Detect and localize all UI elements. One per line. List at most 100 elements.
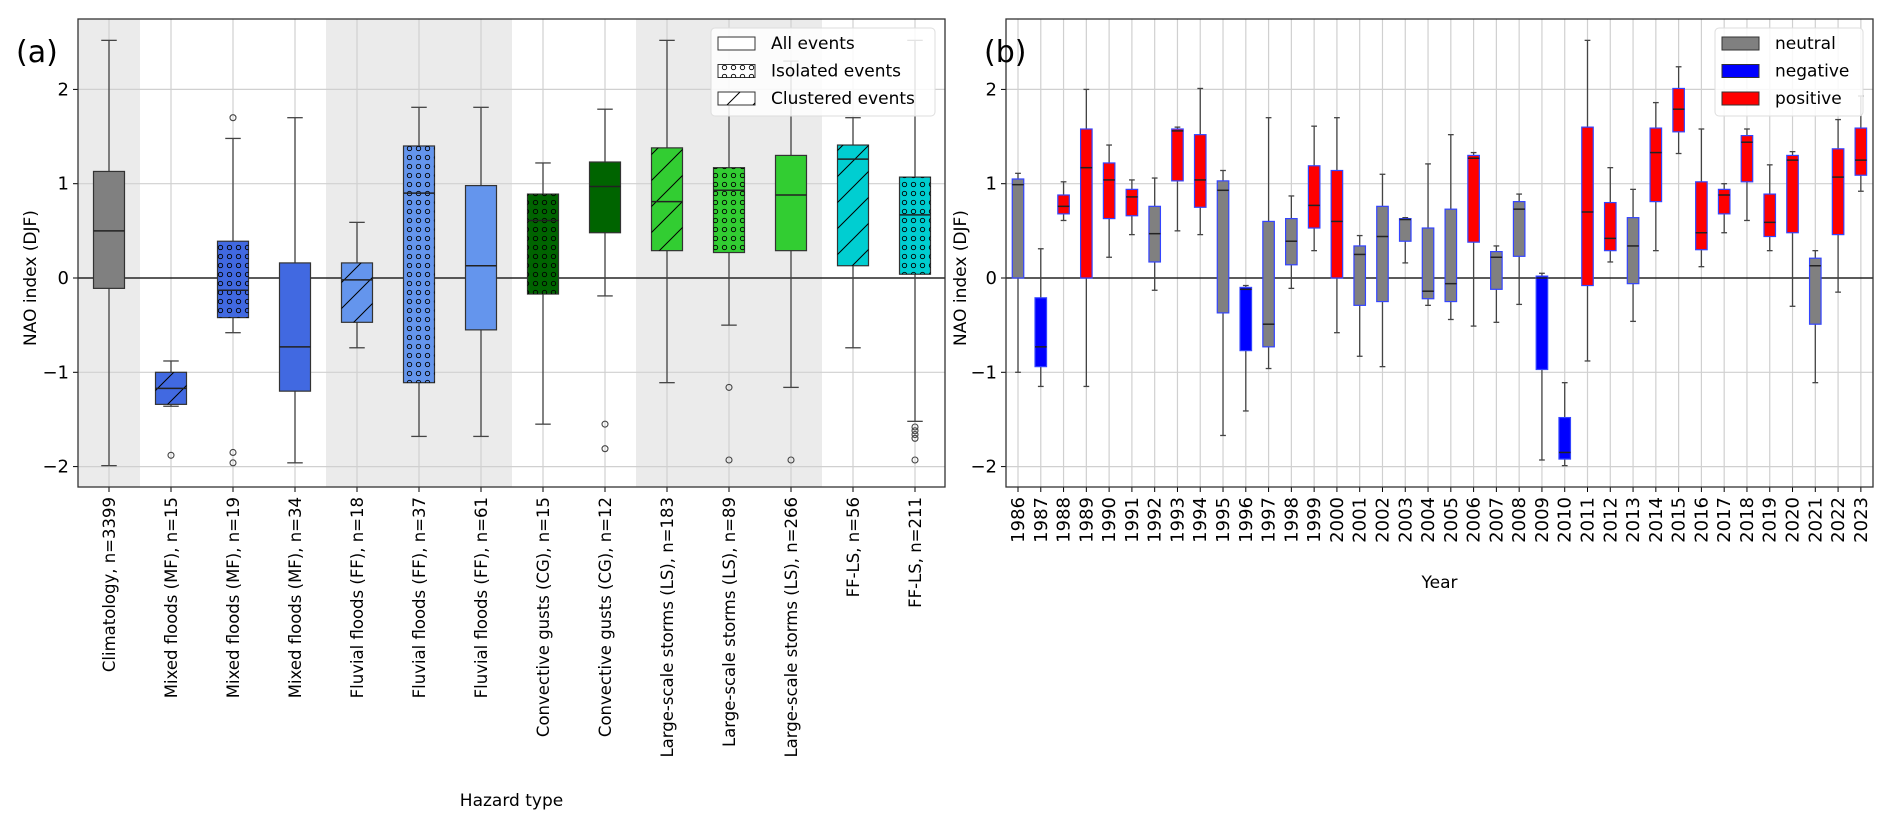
box-1996 [1239, 284, 1253, 412]
box-2014 [1649, 101, 1663, 252]
legend-swatch [1721, 64, 1760, 78]
box-2015 [1672, 66, 1685, 155]
outlier-point [725, 383, 733, 391]
box-hatch [899, 177, 931, 275]
x-tick-label: Large-scale storms (LS), n=89 [720, 497, 739, 747]
x-tick-label: 2014 [1646, 497, 1667, 543]
box-2000 [1330, 117, 1344, 334]
box-2016 [1695, 128, 1708, 268]
y-tick-label: 1 [986, 174, 997, 195]
box-hatch [341, 262, 373, 323]
x-tick-label: Climatology, n=3399 [100, 497, 119, 672]
x-tick-label: Large-scale storms (LS), n=183 [658, 497, 677, 758]
box-1998 [1285, 195, 1298, 290]
box-2021 [1808, 250, 1822, 384]
x-axis-label: Hazard type [460, 791, 563, 811]
box-hatch [651, 147, 683, 251]
y-tick-label: 2 [58, 79, 69, 100]
box-1997 [1262, 117, 1275, 370]
box-fluvial-floods-ff-n-37 [402, 106, 436, 438]
legend-swatch [717, 36, 756, 51]
box-body [588, 161, 622, 234]
x-tick-label: 2000 [1327, 497, 1348, 543]
y-axis-label: NAO index (DJF) [21, 210, 41, 346]
box-2001 [1353, 234, 1367, 357]
box-2018 [1740, 128, 1754, 222]
outlier-point [601, 420, 609, 428]
box-body [1603, 201, 1617, 252]
box-1993 [1171, 126, 1184, 232]
x-tick-label: 1998 [1281, 497, 1302, 543]
box-large-scale-storms-ls-n-266 [774, 60, 808, 464]
box-1986 [1011, 172, 1025, 373]
box-body [1353, 245, 1367, 306]
panel-a: −2 −1 0 1 2 Climatology, n=3399 Mixed floods (… [16, 18, 946, 811]
box-1988 [1057, 181, 1070, 222]
x-tick-label: 2005 [1441, 497, 1462, 543]
legend-label: Clustered events [771, 89, 915, 109]
box-1991 [1125, 179, 1139, 236]
axes-frame [1005, 18, 1874, 488]
box-body [1808, 257, 1822, 325]
y-tick-label: −2 [970, 457, 997, 478]
box-body [1763, 193, 1777, 238]
legend-label: All events [771, 34, 855, 54]
box-body [1102, 162, 1116, 220]
box-body [1444, 208, 1458, 303]
box-body [1034, 297, 1048, 368]
box-body [1854, 127, 1868, 176]
box-body [1717, 188, 1731, 215]
legend-label: positive [1775, 89, 1842, 109]
box-body [1398, 217, 1412, 242]
panel-label: (b) [984, 35, 1026, 70]
x-tick-label: 2004 [1418, 497, 1439, 543]
x-tick-label: 1999 [1304, 497, 1325, 543]
legend-label: Isolated events [771, 62, 901, 82]
box-2006 [1467, 151, 1480, 327]
box-2007 [1490, 245, 1503, 323]
outlier-point [167, 451, 175, 459]
box-2010 [1558, 382, 1572, 467]
legend: neutral negative positive [1714, 27, 1864, 117]
box-body [1786, 154, 1799, 234]
x-tick-label: 2023 [1851, 497, 1872, 543]
box-body [1057, 194, 1070, 215]
x-tick-label: Convective gusts (CG), n=12 [596, 497, 615, 737]
x-tick-label: 1995 [1213, 497, 1234, 543]
box-2008 [1512, 193, 1526, 306]
box-mixed-floods-mf-n-19 [216, 114, 250, 467]
panel-label: (a) [16, 35, 58, 70]
box-body [1626, 217, 1640, 285]
x-tick-label: 2002 [1372, 497, 1393, 543]
x-tick-label: 1992 [1145, 497, 1166, 543]
box-mixed-floods-mf-n-34 [278, 117, 312, 464]
box-body [1011, 178, 1025, 279]
x-tick-label: Large-scale storms (LS), n=266 [782, 497, 801, 758]
box-1994 [1193, 87, 1207, 236]
box-body [1307, 165, 1321, 229]
outlier-point [911, 430, 919, 439]
x-tick-label: 2003 [1395, 497, 1416, 543]
box-body [1216, 180, 1230, 314]
box-1992 [1148, 177, 1162, 291]
outlier-point [229, 448, 237, 457]
box-2020 [1786, 150, 1799, 307]
box-body [774, 154, 808, 252]
x-tick-label: 2015 [1669, 497, 1690, 543]
x-tick-label: 1989 [1076, 497, 1097, 543]
box-1990 [1102, 144, 1116, 258]
box-body [278, 262, 312, 392]
x-tick-label: FF-LS, n=211 [906, 497, 925, 608]
box-2009 [1535, 272, 1549, 461]
box-1989 [1079, 88, 1093, 388]
y-tick-label: 0 [58, 268, 69, 289]
x-tick-label: 2019 [1760, 497, 1781, 543]
box-body [1376, 205, 1389, 303]
x-tick-label: 2016 [1691, 497, 1712, 543]
box-body [1581, 126, 1594, 287]
x-tick-label: Mixed floods (MF), n=19 [224, 497, 243, 698]
box-body [1490, 250, 1503, 290]
x-tick-label: 2012 [1600, 497, 1621, 543]
x-tick-label: Mixed floods (MF), n=34 [286, 497, 305, 698]
